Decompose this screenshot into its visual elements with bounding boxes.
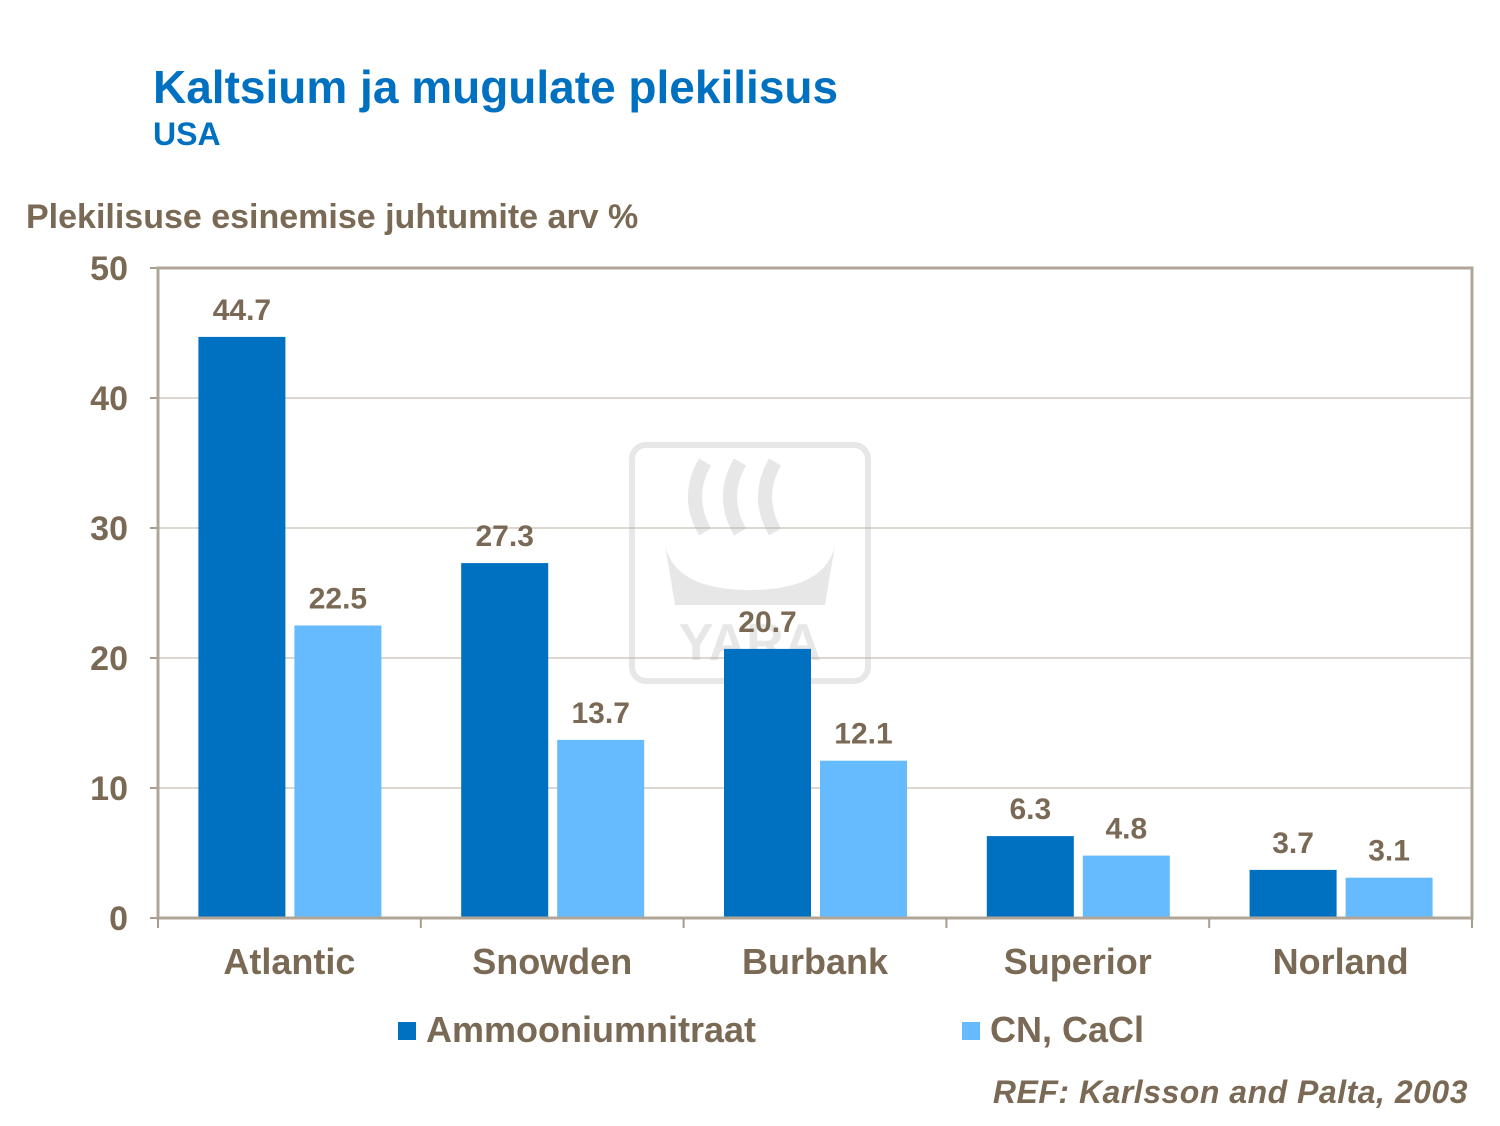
- y-tick-label: 40: [90, 380, 128, 418]
- y-axis-label: Plekilisuse esinemise juhtumite arv %: [26, 198, 639, 236]
- bar-burbank-1: [724, 648, 811, 918]
- chart-subtitle: USA: [153, 116, 221, 152]
- y-tick-label: 30: [90, 510, 128, 548]
- y-tick-label: 50: [90, 250, 128, 288]
- x-tick-label: Norland: [1273, 941, 1409, 982]
- data-label: 13.7: [572, 697, 630, 730]
- x-tick-label: Snowden: [472, 941, 632, 982]
- reference-note: REF: Karlsson and Palta, 2003: [992, 1074, 1468, 1110]
- bar-norland-1: [1249, 869, 1337, 918]
- x-tick-label: Superior: [1004, 941, 1152, 982]
- data-label: 3.7: [1272, 827, 1314, 860]
- bar-norland-2: [1345, 877, 1433, 918]
- data-label: 6.3: [1009, 793, 1051, 826]
- yara-logo-watermark: YARA: [629, 442, 871, 684]
- y-tick-label: 10: [90, 770, 128, 808]
- data-label: 3.1: [1368, 835, 1410, 868]
- data-label: 12.1: [834, 718, 892, 751]
- bar-snowden-2: [557, 739, 645, 918]
- bar-burbank-2: [820, 760, 907, 918]
- bar-snowden-1: [461, 563, 549, 918]
- data-label: 4.8: [1105, 813, 1147, 846]
- legend-swatch: [398, 1022, 416, 1040]
- plot-area-border: [156, 266, 1474, 920]
- bar-superior-2: [1082, 855, 1170, 918]
- x-tick-label: Atlantic: [223, 941, 355, 982]
- legend-swatch: [962, 1022, 980, 1040]
- x-tick-label: Burbank: [742, 941, 889, 982]
- data-label: 44.7: [213, 294, 271, 327]
- data-label: 22.5: [309, 583, 367, 616]
- y-tick-label: 20: [90, 640, 128, 678]
- data-label: 20.7: [738, 606, 796, 639]
- y-tick-label: 0: [109, 900, 128, 938]
- bar-superior-1: [986, 836, 1074, 918]
- bar-atlantic-1: [198, 336, 286, 918]
- legend-label: Ammooniumnitraat: [426, 1009, 756, 1050]
- data-label: 27.3: [476, 520, 534, 553]
- bar-atlantic-2: [294, 625, 382, 918]
- chart-title: Kaltsium ja mugulate plekilisus: [153, 61, 839, 113]
- legend-label: CN, CaCl: [990, 1009, 1144, 1050]
